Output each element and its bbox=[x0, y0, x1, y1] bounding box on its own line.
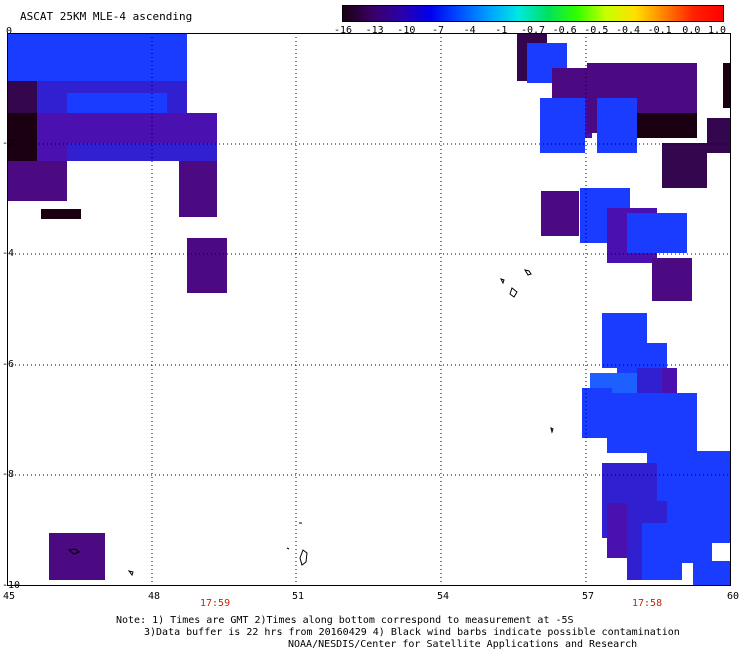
time-label-1: 17:59 bbox=[200, 598, 231, 609]
island-outline bbox=[523, 269, 532, 276]
wind-cell bbox=[7, 113, 37, 161]
map-title: ASCAT 25KM MLE-4 ascending bbox=[20, 10, 193, 23]
wind-cell bbox=[187, 238, 227, 293]
wind-cell bbox=[49, 533, 105, 580]
island-outline bbox=[127, 570, 134, 577]
longitude-tick-label: 57 bbox=[582, 591, 595, 602]
color-scale-tick-label: -7 bbox=[431, 25, 445, 36]
island-outline bbox=[299, 549, 308, 566]
color-scale-tick-label: -4 bbox=[463, 25, 476, 36]
color-scale-tick-label: -0.7 bbox=[520, 25, 546, 36]
lat-lon-gridlines bbox=[7, 33, 731, 586]
wind-cell bbox=[723, 63, 731, 108]
wind-cell bbox=[67, 93, 167, 113]
note-line-3: NOAA/NESDIS/Center for Satellite Applica… bbox=[288, 639, 638, 650]
island-outline bbox=[550, 427, 554, 434]
latitude-tick-label: -8 bbox=[2, 469, 15, 480]
color-scale-tick-label: -16 bbox=[333, 25, 353, 36]
wind-cell bbox=[7, 33, 187, 81]
wind-cell bbox=[637, 113, 697, 138]
longitude-tick-label: 48 bbox=[148, 591, 161, 602]
longitude-tick-label: 60 bbox=[727, 591, 740, 602]
wind-cell bbox=[682, 533, 712, 563]
island-outline bbox=[500, 278, 505, 285]
longitude-tick-label: 54 bbox=[437, 591, 450, 602]
wind-cell bbox=[67, 143, 217, 161]
map-canvas bbox=[7, 33, 731, 586]
color-scale-tick-label: -13 bbox=[365, 25, 384, 36]
wind-cell bbox=[7, 161, 67, 201]
color-scale-tick-label: -0.4 bbox=[615, 25, 641, 36]
latitude-tick-label: -10 bbox=[2, 580, 21, 591]
color-scale-tick-label: 0.0 bbox=[682, 25, 701, 36]
plot-frame bbox=[7, 33, 731, 586]
wind-cell bbox=[540, 98, 585, 153]
wind-cell bbox=[541, 191, 579, 236]
latitude-tick-label: 0 bbox=[6, 26, 13, 37]
color-scale-tick-label: -0.1 bbox=[647, 25, 672, 36]
map-plot-area bbox=[7, 33, 731, 586]
wind-cell bbox=[693, 561, 731, 586]
time-label-2: 17:58 bbox=[632, 598, 663, 609]
wind-cell bbox=[627, 213, 687, 253]
wind-cell bbox=[662, 143, 707, 188]
longitude-tick-label: 51 bbox=[292, 591, 305, 602]
island-outline bbox=[509, 287, 518, 298]
island-outline bbox=[286, 547, 290, 550]
wind-cell bbox=[657, 451, 731, 501]
note-line-1: Note: 1) Times are GMT 2)Times along bot… bbox=[116, 615, 574, 626]
latitude-tick-label: -4 bbox=[2, 248, 15, 259]
island-outline bbox=[67, 548, 81, 555]
color-scale-tick-label: -1 bbox=[495, 25, 508, 36]
color-scale-gradient bbox=[343, 6, 723, 21]
wind-cell bbox=[642, 523, 682, 580]
wind-cell bbox=[707, 118, 731, 153]
wind-cell bbox=[652, 258, 692, 301]
wind-cell bbox=[662, 368, 677, 398]
color-scale-bar bbox=[342, 5, 724, 22]
note-line-2: 3)Data buffer is 22 hrs from 20160429 4)… bbox=[144, 627, 680, 638]
wind-cells bbox=[7, 33, 731, 586]
latitude-tick-label: -6 bbox=[2, 359, 15, 370]
color-scale-tick-label: 1.0 bbox=[707, 25, 727, 36]
latitude-tick-label: -2 bbox=[2, 138, 15, 149]
island-outlines bbox=[67, 269, 554, 577]
color-scale-tick-label: -10 bbox=[397, 25, 416, 36]
longitude-tick-label: 45 bbox=[3, 591, 16, 602]
wind-cell bbox=[179, 161, 217, 217]
wind-cell bbox=[41, 209, 81, 219]
color-scale-tick-label: -0.5 bbox=[584, 25, 609, 36]
wind-cell bbox=[597, 98, 637, 153]
color-scale-tick-label: -0.6 bbox=[552, 25, 577, 36]
